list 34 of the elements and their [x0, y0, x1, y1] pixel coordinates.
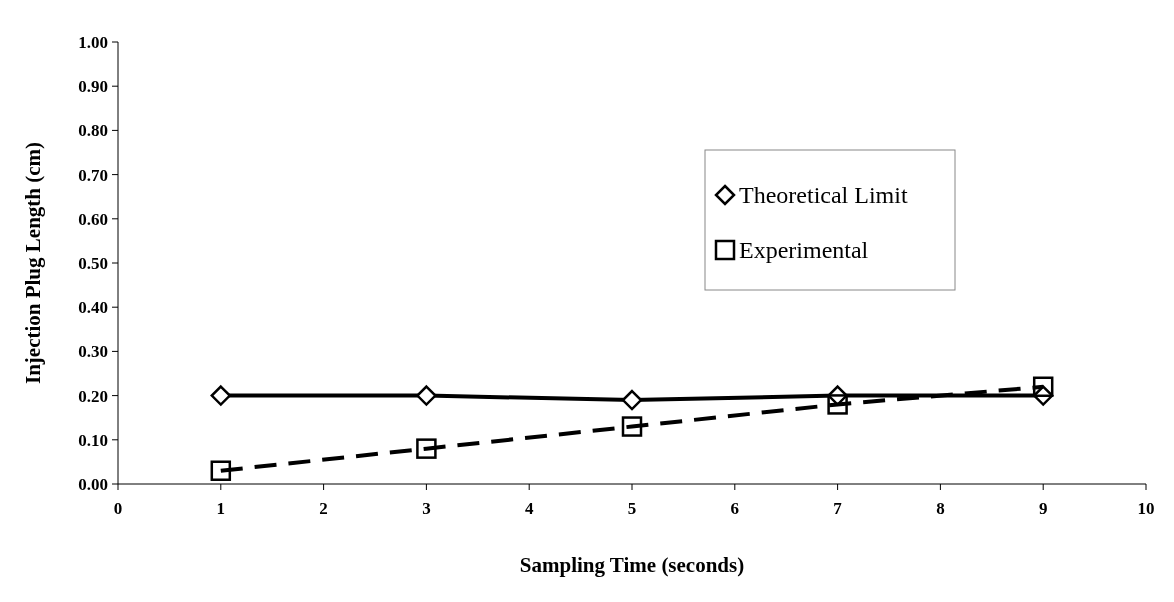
x-tick-label: 3: [422, 499, 431, 518]
point: [621, 389, 643, 411]
x-tick-label: 0: [113, 499, 123, 518]
point: [1032, 376, 1054, 398]
y-tick-label: 0.80: [78, 121, 108, 141]
point: [827, 394, 848, 415]
point: [416, 385, 437, 406]
x-tick-label: 1: [216, 499, 226, 518]
point: [210, 385, 232, 406]
y-tick-label: 0.30: [78, 342, 108, 362]
x-tick-label: 5: [627, 499, 637, 518]
legend-label: Theoretical Limit: [739, 182, 908, 209]
point: [210, 460, 232, 481]
y-tick-label: 0.70: [78, 165, 108, 185]
y-tick-label: 0.50: [78, 253, 108, 273]
x-tick-label: 9: [1038, 499, 1048, 518]
y-tick-label: 0.00: [78, 474, 108, 494]
x-axis-title: Sampling Time (seconds): [519, 553, 745, 577]
y-tick-label: 0.60: [78, 209, 108, 229]
y-tick-label: 0.90: [78, 77, 108, 97]
x-tick-label: 7: [833, 499, 843, 518]
y-tick-label: 0.20: [78, 386, 108, 406]
y-axis-title: Injection Plug Length (cm): [21, 141, 45, 385]
x-tick-label: 8: [936, 499, 945, 518]
legend-label: Experimental: [739, 237, 869, 264]
y-tick-label: 1.00: [78, 32, 108, 52]
x-tick-label: 2: [319, 499, 328, 518]
x-tick-label: 6: [730, 499, 740, 518]
y-tick-label: 0.40: [78, 298, 108, 318]
point: [416, 438, 437, 459]
x-tick-label: 10: [1137, 499, 1155, 518]
y-tick-label: 0.10: [78, 430, 108, 450]
point: [621, 416, 643, 437]
x-tick-label: 4: [524, 499, 534, 518]
